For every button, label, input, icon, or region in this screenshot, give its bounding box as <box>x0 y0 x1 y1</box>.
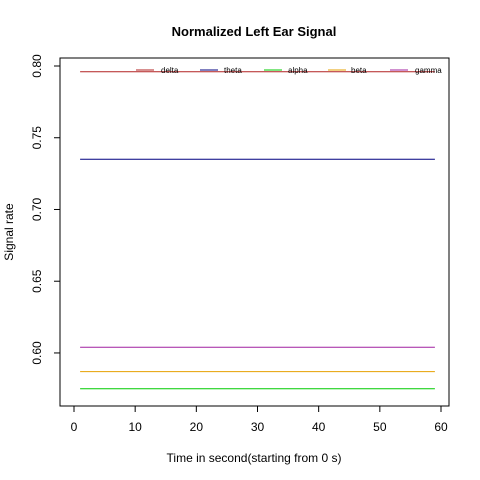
x-tick-label-30: 30 <box>251 420 265 434</box>
x-axis-label: Time in second(starting from 0 s) <box>167 451 342 465</box>
legend: delta theta alpha beta gamma <box>136 66 442 75</box>
series-lines <box>80 71 435 390</box>
legend-label-beta: beta <box>351 66 367 75</box>
y-tick-label-2: 0.70 <box>30 197 44 221</box>
y-tick-label-4: 0.80 <box>30 54 44 78</box>
x-tick-label-50: 50 <box>373 420 387 434</box>
legend-label-alpha: alpha <box>288 66 308 75</box>
legend-label-theta: theta <box>224 66 242 75</box>
x-tick-label-10: 10 <box>128 420 142 434</box>
y-axis-label: Signal rate <box>2 203 16 261</box>
chart-title: Normalized Left Ear Signal <box>172 24 337 39</box>
x-tick-label-20: 20 <box>190 420 204 434</box>
plot-frame <box>59 57 450 407</box>
x-tick-label-0: 0 <box>71 420 78 434</box>
x-tick-label-40: 40 <box>312 420 326 434</box>
x-axis: 0 10 20 30 40 50 60 <box>71 406 448 434</box>
y-axis: 0.60 0.65 0.70 0.75 0.80 <box>30 54 60 365</box>
y-tick-label-3: 0.75 <box>30 126 44 150</box>
x-tick-label-60: 60 <box>434 420 448 434</box>
legend-label-delta: delta <box>161 66 179 75</box>
y-tick-label-0: 0.60 <box>30 341 44 365</box>
legend-label-gamma: gamma <box>415 66 442 75</box>
y-tick-label-1: 0.65 <box>30 269 44 293</box>
